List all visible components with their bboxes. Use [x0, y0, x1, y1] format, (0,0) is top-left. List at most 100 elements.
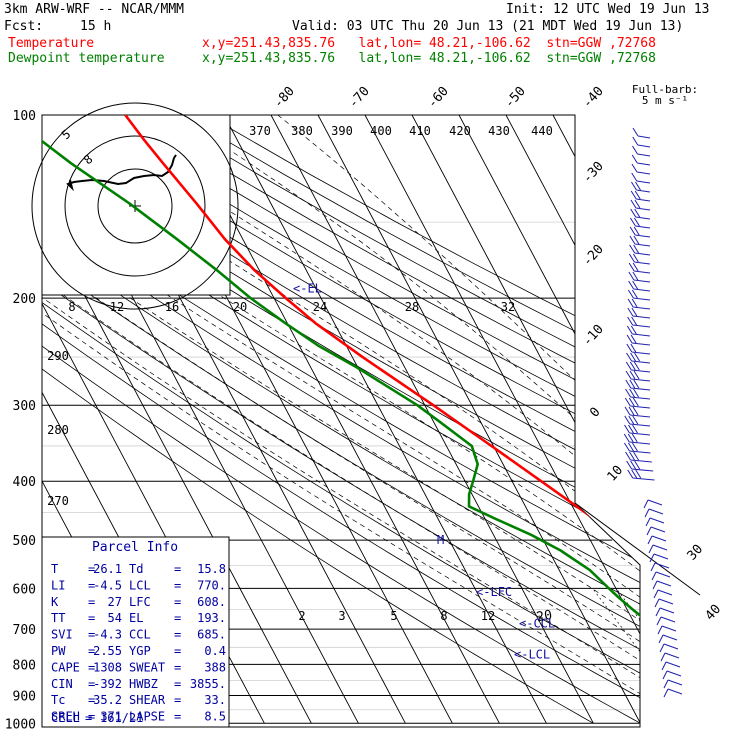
mixing-ratio-label: 3 [338, 609, 345, 623]
wind-barb [653, 589, 673, 599]
wind-barb [632, 127, 651, 139]
wind-barb [626, 334, 651, 346]
init-time: Init: 12 UTC Wed 19 Jun 13 [506, 2, 710, 17]
mixing-ratio-label: 8 [440, 609, 447, 623]
isotherm-line [505, 115, 640, 724]
wind-barb [627, 289, 651, 301]
isotherm-line [223, 115, 547, 724]
wind-barb [626, 325, 651, 337]
parcel-value: -392 [93, 677, 122, 691]
parcel-label: LCL [129, 578, 151, 592]
lcl-marker: <-LCL [514, 647, 550, 661]
wind-speed-label: 8 [68, 300, 75, 314]
parcel-eq: = [174, 562, 181, 576]
isotherm-label: 40 [703, 602, 725, 624]
theta-e-label: 380 [291, 124, 313, 138]
parcel-label: LFC [129, 595, 151, 609]
parcel-value: 26.1 [93, 562, 122, 576]
wind-barb [628, 253, 651, 265]
dry-adiabat-line [133, 115, 640, 724]
wind-barb [656, 616, 676, 626]
parcel-eq: = [88, 660, 95, 674]
wind-barb [626, 460, 654, 472]
parcel-label: CAPE [51, 660, 80, 674]
dry-adiabat-line [42, 115, 640, 724]
wind-barb [625, 370, 651, 382]
moist-adiabat-line [42, 115, 640, 724]
parcel-box-frame [41, 536, 230, 728]
isotherm-line [552, 115, 640, 724]
parcel-label: CIN [51, 677, 73, 691]
model-title: 3km ARW-WRF -- NCAR/MMM [4, 2, 185, 17]
barb-legend-value: 5 m s⁻¹ [642, 94, 688, 107]
isotherm-label: -50 [502, 84, 529, 111]
wind-barb [660, 652, 680, 662]
parcel-value: 770. [197, 578, 226, 592]
temperature-legend-name: Temperature [8, 36, 95, 51]
moist-adiabat-line [42, 115, 640, 724]
parcel-eq: = [174, 710, 181, 724]
wind-barb [649, 553, 669, 563]
parcel-label: T [51, 562, 58, 576]
theta-e-label: 430 [488, 124, 510, 138]
wind-barb [632, 136, 651, 148]
isotherm-label: 10 [605, 463, 627, 485]
wind-barb [644, 508, 664, 518]
wind-barb [627, 316, 651, 328]
moist-adiabat-line [42, 115, 640, 724]
dry-adiabat-line [42, 115, 640, 724]
wind-barb [630, 208, 651, 220]
hodograph-ring [64, 135, 206, 277]
wind-barb [629, 235, 651, 247]
parcel-value: 0.4 [204, 644, 226, 658]
wind-barb [624, 442, 651, 454]
parcel-value: 27 [108, 595, 122, 609]
dry-adiabat-line [182, 115, 640, 724]
parcel-label: CCL [129, 628, 151, 642]
parcel-label: SVI [51, 628, 73, 642]
parcel-eq: = [174, 578, 181, 592]
barb-legend-title: Full-barb: [632, 83, 698, 96]
dry-adiabat-line [42, 115, 594, 724]
wind-barb [624, 397, 651, 409]
dry-adiabat-line [42, 115, 640, 724]
temperature-legend-info: x,y=251.43,835.76 lat,lon= 48.21,-106.62… [202, 36, 656, 51]
wind-speed-label: 20 [233, 300, 247, 314]
wind-barb [625, 379, 651, 391]
wind-barb [626, 343, 651, 355]
wind-barb [659, 643, 679, 653]
wind-barb [627, 469, 655, 481]
wind-barb [625, 451, 652, 463]
parcel-value: 388 [204, 660, 226, 674]
wind-barb [645, 517, 665, 527]
isotherm-line [270, 115, 594, 724]
hodograph-ring [31, 102, 239, 310]
dry-adiabat-line [85, 115, 640, 724]
parcel-label: TT [51, 611, 65, 625]
pressure-label: 600 [13, 582, 36, 597]
dewpoint-legend-name: Dewpoint temperature [8, 51, 165, 66]
pressure-label: 200 [13, 292, 36, 307]
dry-adiabat-label: 290 [47, 349, 69, 363]
wind-barb [663, 679, 683, 689]
dry-adiabat-line [42, 115, 640, 724]
parcel-eq: = [174, 595, 181, 609]
wind-barb [648, 544, 668, 554]
wind-barb [626, 352, 651, 364]
dry-adiabat-label: 270 [47, 494, 69, 508]
pressure-label: 800 [13, 658, 36, 673]
parcel-eq: = [88, 595, 95, 609]
parcel-label: SWEAT [129, 660, 165, 674]
isotherm-line [647, 115, 740, 723]
isotherm-label: 30 [685, 542, 707, 564]
pressure-label: 400 [13, 475, 36, 490]
dry-adiabat-line [42, 115, 640, 724]
dry-adiabat-line [42, 115, 640, 724]
wind-barb [627, 307, 651, 319]
wind-barb [629, 244, 651, 256]
parcel-cell-value: 161/21 [100, 711, 143, 725]
parcel-eq: = [88, 578, 95, 592]
mixing-ratio-label: 5 [390, 609, 397, 623]
parcel-value: 35.2 [93, 693, 122, 707]
